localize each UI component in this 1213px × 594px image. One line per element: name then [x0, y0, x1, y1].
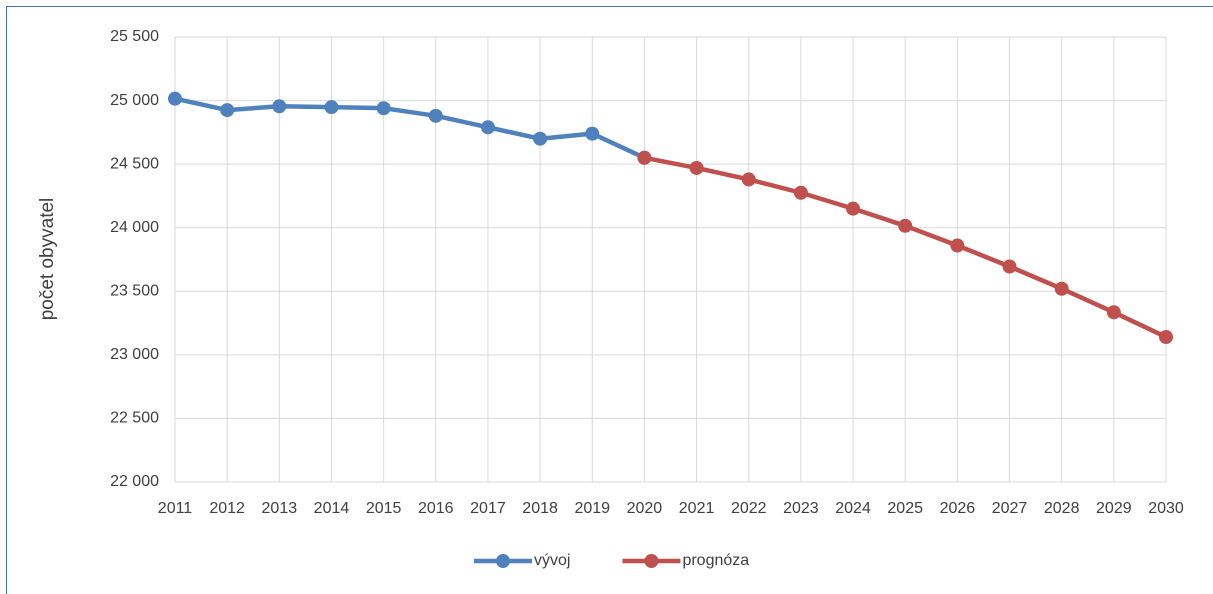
x-tick-label: 2028: [1044, 500, 1080, 517]
x-tick-label: 2020: [627, 500, 663, 517]
x-tick-label: 2029: [1096, 500, 1132, 517]
data-point: [272, 99, 287, 114]
series-line: [174, 96, 646, 160]
legend-marker: [496, 554, 510, 568]
data-point: [1054, 281, 1069, 296]
data-point: [950, 238, 965, 253]
data-point: [533, 131, 548, 146]
x-tick-label: 2018: [522, 500, 558, 517]
data-point: [898, 218, 913, 233]
y-axis-label: počet obyvatel: [37, 198, 58, 321]
x-tick-label: 2019: [574, 500, 610, 517]
x-tick-label: 2017: [470, 500, 506, 517]
x-tick-label: 2015: [366, 500, 402, 517]
data-point: [1106, 305, 1121, 320]
x-tick-label: 2021: [679, 500, 715, 517]
y-tick-label: 25 500: [110, 28, 159, 45]
data-point: [324, 100, 339, 115]
x-tick-label: 2024: [835, 500, 871, 517]
y-tick-label: 22 500: [110, 410, 159, 427]
x-tick-label: 2014: [314, 500, 350, 517]
x-tick-label: 2013: [262, 500, 298, 517]
data-point: [376, 101, 391, 116]
legend-label: vývoj: [534, 552, 570, 569]
data-point: [689, 160, 704, 175]
x-tick-label: 2023: [783, 500, 819, 517]
x-tick-label: 2027: [992, 500, 1028, 517]
x-tick-label: 2026: [940, 500, 976, 517]
x-tick-label: 2030: [1148, 500, 1184, 517]
y-tick-label: 22 000: [110, 473, 159, 490]
y-tick-label: 23 000: [110, 346, 159, 363]
data-point: [1002, 259, 1017, 274]
data-point: [428, 108, 443, 123]
data-point: [846, 201, 861, 216]
data-point: [168, 91, 182, 106]
y-tick-label: 23 500: [110, 283, 159, 300]
legend-label: prognóza: [682, 552, 749, 569]
x-tick-label: 2016: [418, 500, 454, 517]
x-tick-label: 2012: [209, 500, 245, 517]
x-tick-label: 2025: [887, 500, 923, 517]
data-point: [480, 120, 495, 135]
x-tick-label: 2011: [158, 500, 193, 517]
chart-border: [6, 6, 1213, 594]
data-point: [637, 150, 652, 165]
data-point: [585, 126, 600, 141]
y-tick-label: 25 000: [110, 92, 159, 109]
legend-marker: [644, 554, 659, 568]
data-point: [793, 185, 808, 200]
y-tick-label: 24 500: [110, 155, 159, 172]
data-point: [1159, 330, 1173, 345]
data-point: [741, 172, 756, 187]
x-tick-label: 2022: [731, 500, 767, 517]
y-tick-label: 24 000: [110, 219, 159, 236]
data-point: [220, 103, 235, 118]
